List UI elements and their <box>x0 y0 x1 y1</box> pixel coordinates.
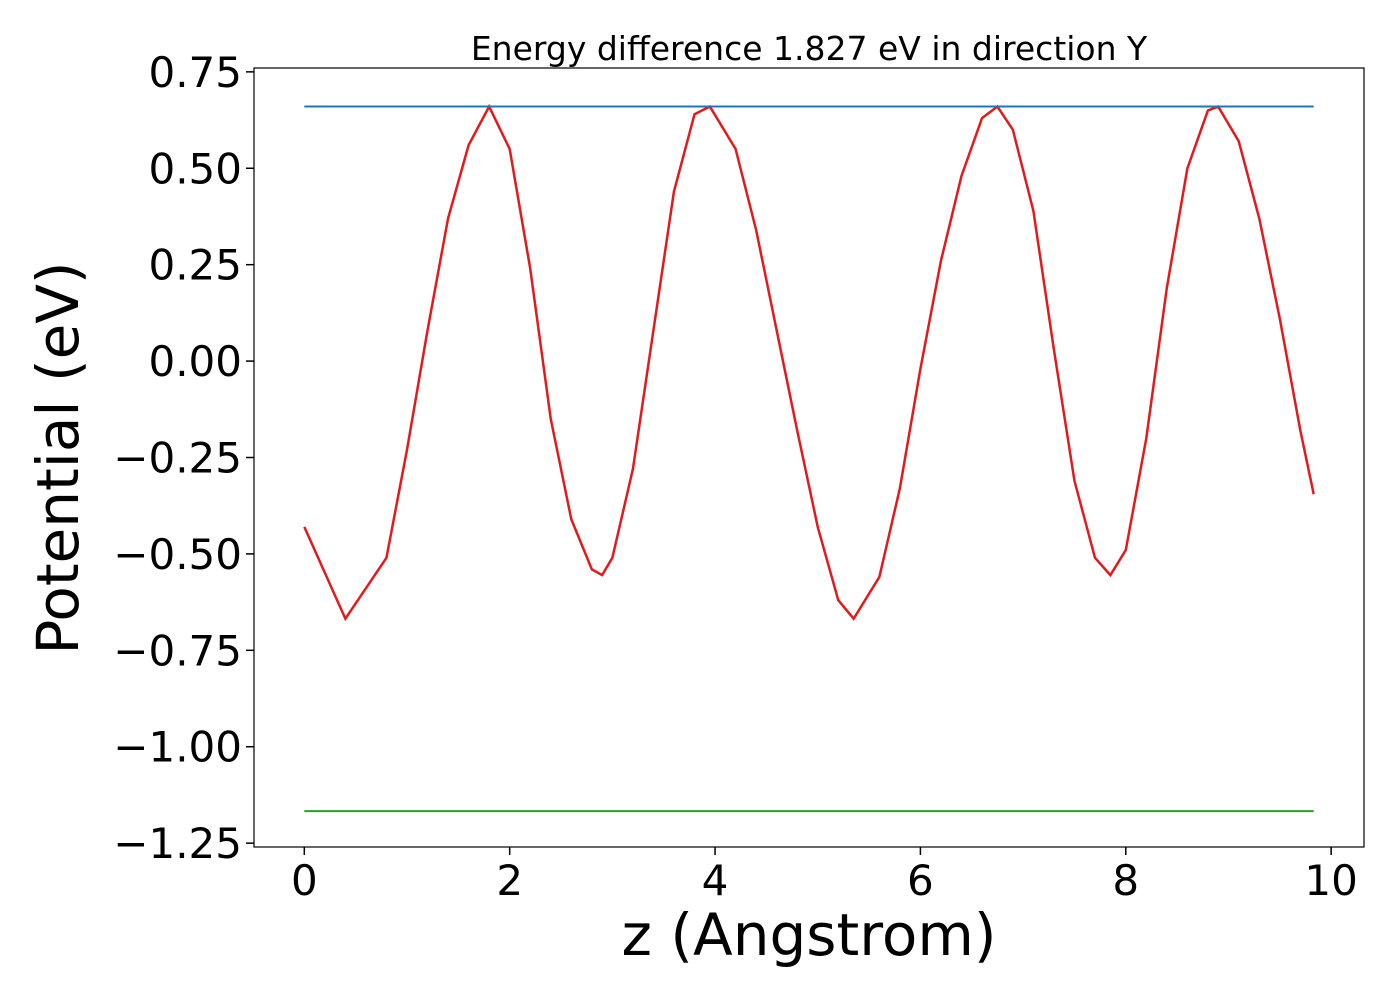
x-axis-label: z (Angstrom) <box>622 901 997 969</box>
y-axis-label: Potential (eV) <box>24 261 92 654</box>
y-tick-label: −0.75 <box>113 626 242 675</box>
x-tick-label: 4 <box>702 856 729 905</box>
plot-frame <box>253 67 1365 848</box>
x-tick-label: 8 <box>1112 856 1139 905</box>
chart-title: Energy difference 1.827 eV in direction … <box>471 29 1148 68</box>
data-line <box>303 103 1315 622</box>
y-tick-label: 0.50 <box>148 144 242 193</box>
y-tick-label: 0.75 <box>148 48 242 97</box>
y-tick-label: −1.25 <box>113 819 242 868</box>
y-tick-label: 0.25 <box>148 241 242 290</box>
x-tick-label: 6 <box>907 856 934 905</box>
x-tick-label: 0 <box>291 856 318 905</box>
y-tick-label: −1.00 <box>113 723 242 772</box>
x-tick-label: 2 <box>496 856 523 905</box>
y-tick-label: 0.00 <box>148 337 242 386</box>
y-tick-label: −0.25 <box>113 434 242 483</box>
x-tick-label: 10 <box>1304 856 1357 905</box>
y-tick-label: −0.50 <box>113 530 242 579</box>
